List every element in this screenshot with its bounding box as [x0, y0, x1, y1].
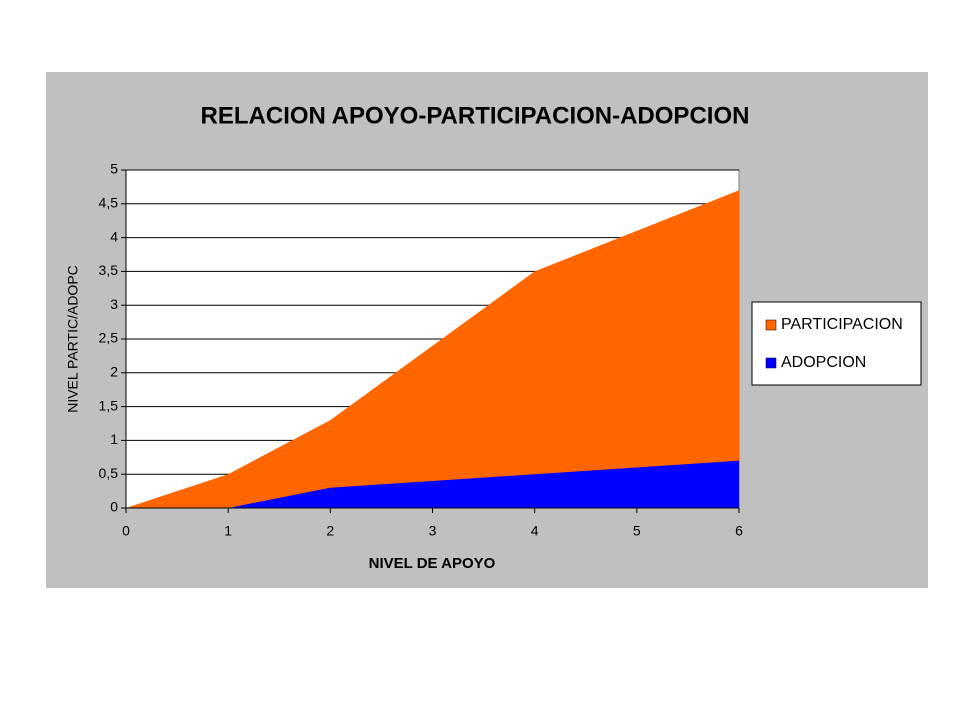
x-tick-label: 6 — [735, 523, 743, 539]
y-tick-label: 5 — [110, 161, 118, 177]
x-tick-label: 3 — [429, 523, 437, 539]
y-tick-label: 3,5 — [99, 262, 119, 278]
x-tick-label: 5 — [633, 523, 641, 539]
y-tick-label: 1 — [110, 431, 118, 447]
areas — [126, 190, 739, 508]
y-tick-label: 2,5 — [99, 330, 119, 346]
x-tick-label: 2 — [326, 523, 334, 539]
y-tick-label: 2 — [110, 364, 118, 380]
axes: 0 0,5 1 1,5 2 2,5 3 3,5 4 4,5 5 0 1 2 3 4 5 6 — [99, 161, 744, 539]
y-tick-label: 0,5 — [99, 465, 119, 481]
legend — [751, 301, 922, 386]
y-axis-label: NIVEL PARTIC/ADOPC — [65, 265, 81, 413]
legend-swatch — [765, 357, 777, 369]
y-tick-label: 0 — [110, 499, 118, 515]
y-tick-label: 1,5 — [99, 397, 119, 413]
legend-label: PARTICIPACION — [781, 316, 903, 333]
x-tick-label: 0 — [122, 523, 130, 539]
y-tick-label: 4,5 — [99, 195, 119, 211]
x-axis-label: NIVEL DE APOYO — [369, 555, 496, 572]
area — [126, 190, 739, 508]
x-tick-label: 1 — [224, 523, 232, 539]
y-tick-label: 4 — [110, 228, 118, 244]
legend-label: ADOPCION — [781, 354, 866, 371]
chart-title: RELACION APOYO-PARTICIPACION-ADOPCION — [201, 102, 750, 129]
y-tick-label: 3 — [110, 296, 118, 312]
area — [126, 460, 739, 508]
legend-swatch — [765, 319, 777, 331]
x-tick-label: 4 — [531, 523, 539, 539]
